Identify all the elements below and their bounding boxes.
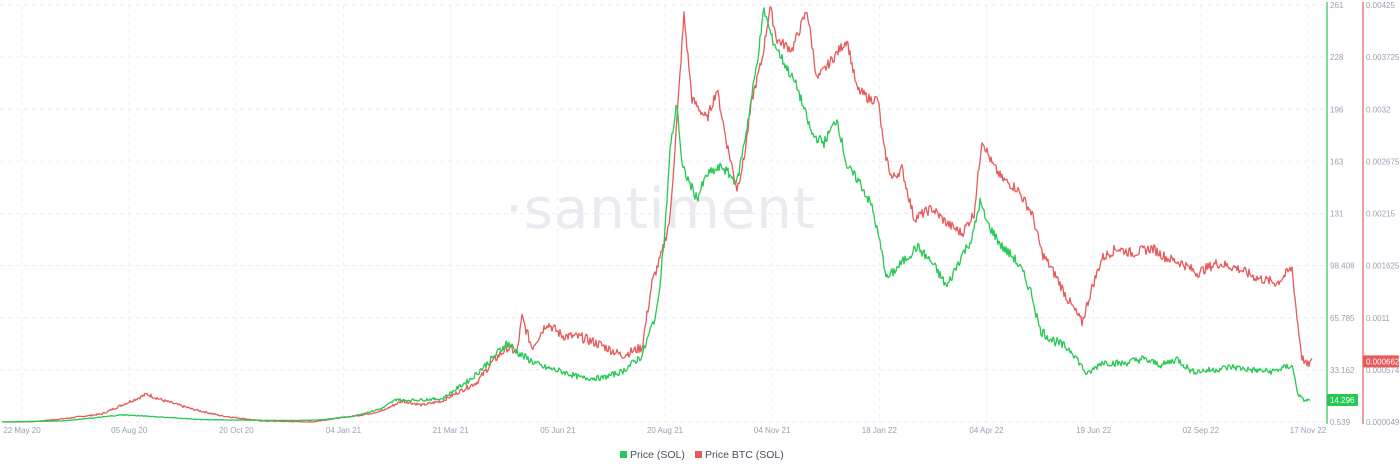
y-left-tick-label: 196 bbox=[1330, 105, 1344, 114]
x-tick-label: 21 Mar 21 bbox=[433, 426, 470, 435]
legend-swatch bbox=[620, 451, 627, 458]
badge-background bbox=[1363, 355, 1399, 368]
badge-value: 14.296 bbox=[1330, 396, 1355, 405]
grid bbox=[0, 4, 1326, 423]
y-axis-right-ticks: 0.00425 0.003725 0.0032 0.002675 0.00215 0.00… bbox=[1366, 1, 1400, 427]
badge-value: 0.000662 bbox=[1366, 357, 1400, 366]
y-right-tick-label: 0.0032 bbox=[1366, 105, 1391, 114]
x-tick-label: 04 Apr 22 bbox=[969, 426, 1004, 435]
y-right-tick-label: 0.000574 bbox=[1366, 366, 1400, 375]
legend[interactable]: Price (SOL) Price BTC (SOL) bbox=[620, 449, 784, 461]
x-axis-ticks: 22 May 20 05 Aug 20 20 Oct 20 04 Jan 21 21 M… bbox=[3, 426, 1326, 435]
y-left-tick-label: 228 bbox=[1330, 53, 1344, 62]
last-value-badges: 14.296 0.000662 bbox=[1327, 355, 1400, 406]
x-tick-label: 18 Jan 22 bbox=[862, 426, 898, 435]
legend-item-price-btc-sol[interactable]: Price BTC (SOL) bbox=[695, 449, 784, 461]
y-right-tick-label: 0.002675 bbox=[1366, 157, 1400, 166]
axis-lines bbox=[1326, 2, 1364, 424]
legend-swatch bbox=[695, 451, 702, 458]
legend-label: Price (SOL) bbox=[630, 449, 685, 461]
legend-label: Price BTC (SOL) bbox=[705, 449, 784, 461]
x-tick-label: 05 Jun 21 bbox=[540, 426, 576, 435]
y-left-tick-label: 33.162 bbox=[1330, 366, 1355, 375]
y-left-tick-label: 163 bbox=[1330, 157, 1344, 166]
series-layer bbox=[2, 6, 1313, 423]
x-tick-label: 17 Nov 22 bbox=[1290, 426, 1327, 435]
y-right-tick-label: 0.00425 bbox=[1366, 1, 1395, 10]
y-axis-left-ticks: 261 228 196 163 131 98.408 65.785 33.162 0.539 bbox=[1330, 1, 1355, 427]
y-left-tick-label: 261 bbox=[1330, 1, 1344, 10]
x-tick-label: 04 Nov 21 bbox=[754, 426, 791, 435]
last-value-badge: 0.000662 bbox=[1363, 355, 1400, 368]
badge-background bbox=[1327, 393, 1358, 406]
y-right-tick-label: 0.003725 bbox=[1366, 53, 1400, 62]
y-right-tick-label: 0.000049 bbox=[1366, 418, 1400, 427]
series-line-price-sol bbox=[2, 7, 1311, 423]
y-left-tick-label: 131 bbox=[1330, 210, 1344, 219]
x-tick-label: 04 Jan 21 bbox=[326, 426, 362, 435]
y-left-tick-label: 0.539 bbox=[1330, 418, 1351, 427]
x-tick-label: 05 Aug 20 bbox=[111, 426, 148, 435]
santiment-watermark: ·santiment bbox=[505, 177, 816, 242]
y-right-tick-label: 0.0011 bbox=[1366, 314, 1390, 323]
x-tick-label: 20 Oct 20 bbox=[219, 426, 254, 435]
legend-item-price-sol[interactable]: Price (SOL) bbox=[620, 449, 685, 461]
x-tick-label: 02 Sep 22 bbox=[1183, 426, 1220, 435]
series-line-price-btc-sol bbox=[2, 6, 1313, 423]
x-tick-label: 22 May 20 bbox=[3, 426, 41, 435]
last-value-badge: 14.296 bbox=[1327, 393, 1358, 406]
y-right-tick-label: 0.00215 bbox=[1366, 210, 1395, 219]
x-tick-label: 20 Aug 21 bbox=[647, 426, 684, 435]
y-left-tick-label: 98.408 bbox=[1330, 262, 1355, 271]
y-left-tick-label: 65.785 bbox=[1330, 314, 1355, 323]
y-right-tick-label: 0.001625 bbox=[1366, 262, 1400, 271]
x-tick-label: 19 Jun 22 bbox=[1076, 426, 1112, 435]
